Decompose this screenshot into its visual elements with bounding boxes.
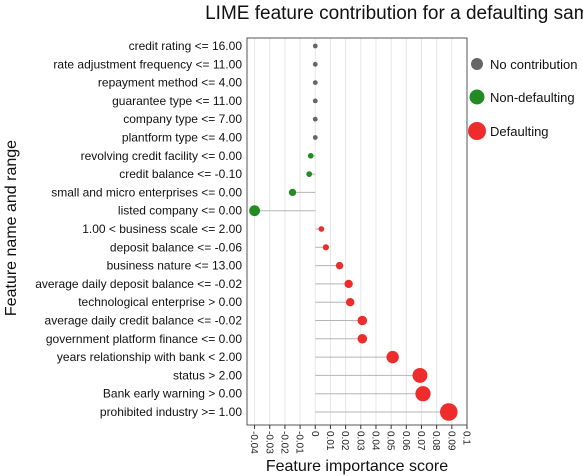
stems	[254, 155, 449, 413]
feature-label: average daily deposit balance <= -0.02	[35, 277, 242, 291]
x-tick-label: 0.08	[430, 431, 441, 451]
data-point	[307, 152, 314, 159]
feature-label: credit rating <= 16.00	[129, 39, 243, 53]
feature-label: government platform finance <= 0.00	[46, 332, 242, 346]
x-tick-label: 0.02	[339, 431, 350, 451]
data-point	[335, 261, 344, 270]
feature-label: deposit balance <= -0.06	[110, 240, 242, 254]
plot-frame	[246, 37, 468, 426]
feature-label: credit balance <= -0.10	[119, 167, 242, 181]
data-point	[312, 116, 318, 122]
data-point	[306, 171, 313, 177]
feature-label: average daily credit balance <= -0.02	[45, 314, 243, 328]
x-ticks: -0.04 -0.03 -0.02 -0.01 0 0.01 0.02 0.03 0.04 0.0…	[248, 425, 472, 454]
legend-label: No contribution	[490, 57, 577, 72]
data-point	[345, 297, 355, 307]
data-point	[312, 43, 318, 49]
feature-label: listed company <= 0.00	[118, 204, 242, 218]
feature-label: repayment method <= 4.00	[98, 76, 242, 90]
legend-label: Defaulting	[490, 124, 549, 139]
feature-label: guarantee type <= 11.00	[112, 94, 242, 108]
x-tick-label: 0.09	[445, 431, 456, 451]
x-tick-label: 0.06	[400, 431, 411, 451]
data-point	[249, 205, 261, 217]
x-tick-label: -0.01	[294, 431, 305, 454]
x-tick-label: 0.04	[369, 431, 380, 451]
data-point	[318, 226, 325, 232]
legend: No contribution Non-defaulting Defaulting	[468, 57, 577, 140]
data-point	[386, 350, 399, 364]
data-point	[415, 386, 431, 402]
feature-label: Bank early warning > 0.00	[103, 387, 242, 401]
chart-title: LIME feature contribution for a defaulti…	[205, 3, 583, 24]
data-point	[312, 80, 318, 85]
data-point	[412, 367, 428, 383]
axes	[246, 37, 468, 426]
legend-marker	[468, 122, 486, 140]
feature-labels: credit rating <= 16.00 rate adjustment fr…	[35, 39, 242, 419]
feature-label: company type <= 7.00	[123, 112, 242, 126]
feature-label: technological enterprise > 0.00	[78, 295, 242, 309]
data-point	[288, 188, 297, 197]
feature-label: status > 2.00	[173, 368, 242, 382]
points	[249, 43, 458, 421]
feature-label: revolving credit facility <= 0.00	[81, 149, 243, 163]
feature-label: small and micro enterprises <= 0.00	[51, 185, 242, 199]
legend-label: Non-defaulting	[490, 90, 575, 105]
x-tick-label: 0.05	[385, 431, 396, 451]
y-axis-label: Feature name and range	[3, 140, 20, 316]
legend-marker	[469, 89, 485, 105]
data-point	[312, 135, 318, 140]
x-tick-label: -0.03	[263, 431, 274, 454]
feature-label: rate adjustment frequency <= 11.00	[53, 57, 242, 71]
data-point	[357, 334, 368, 344]
x-tick-label: 0.1	[461, 431, 472, 445]
feature-label: 1.00 < business scale <= 2.00	[82, 222, 242, 236]
data-point	[312, 98, 318, 104]
legend-marker	[471, 58, 483, 70]
feature-label: years relationship with bank < 2.00	[57, 350, 242, 364]
feature-label: plantform type <= 4.00	[122, 131, 242, 145]
feature-label: prohibited industry >= 1.00	[100, 405, 242, 419]
data-point	[439, 403, 458, 421]
x-tick-label: 0.01	[324, 431, 335, 451]
gridlines	[254, 38, 468, 425]
x-axis-label: Feature importance score	[266, 458, 448, 475]
x-tick-label: 0	[309, 431, 320, 437]
feature-label: business nature <= 13.00	[107, 259, 243, 273]
x-tick-label: -0.02	[278, 431, 289, 454]
data-point	[322, 244, 329, 251]
x-tick-label: -0.04	[248, 431, 259, 454]
data-point	[357, 315, 368, 326]
x-tick-label: 0.03	[354, 431, 365, 451]
data-point	[312, 61, 318, 67]
data-point	[344, 279, 353, 289]
x-tick-label: 0.07	[415, 431, 426, 451]
